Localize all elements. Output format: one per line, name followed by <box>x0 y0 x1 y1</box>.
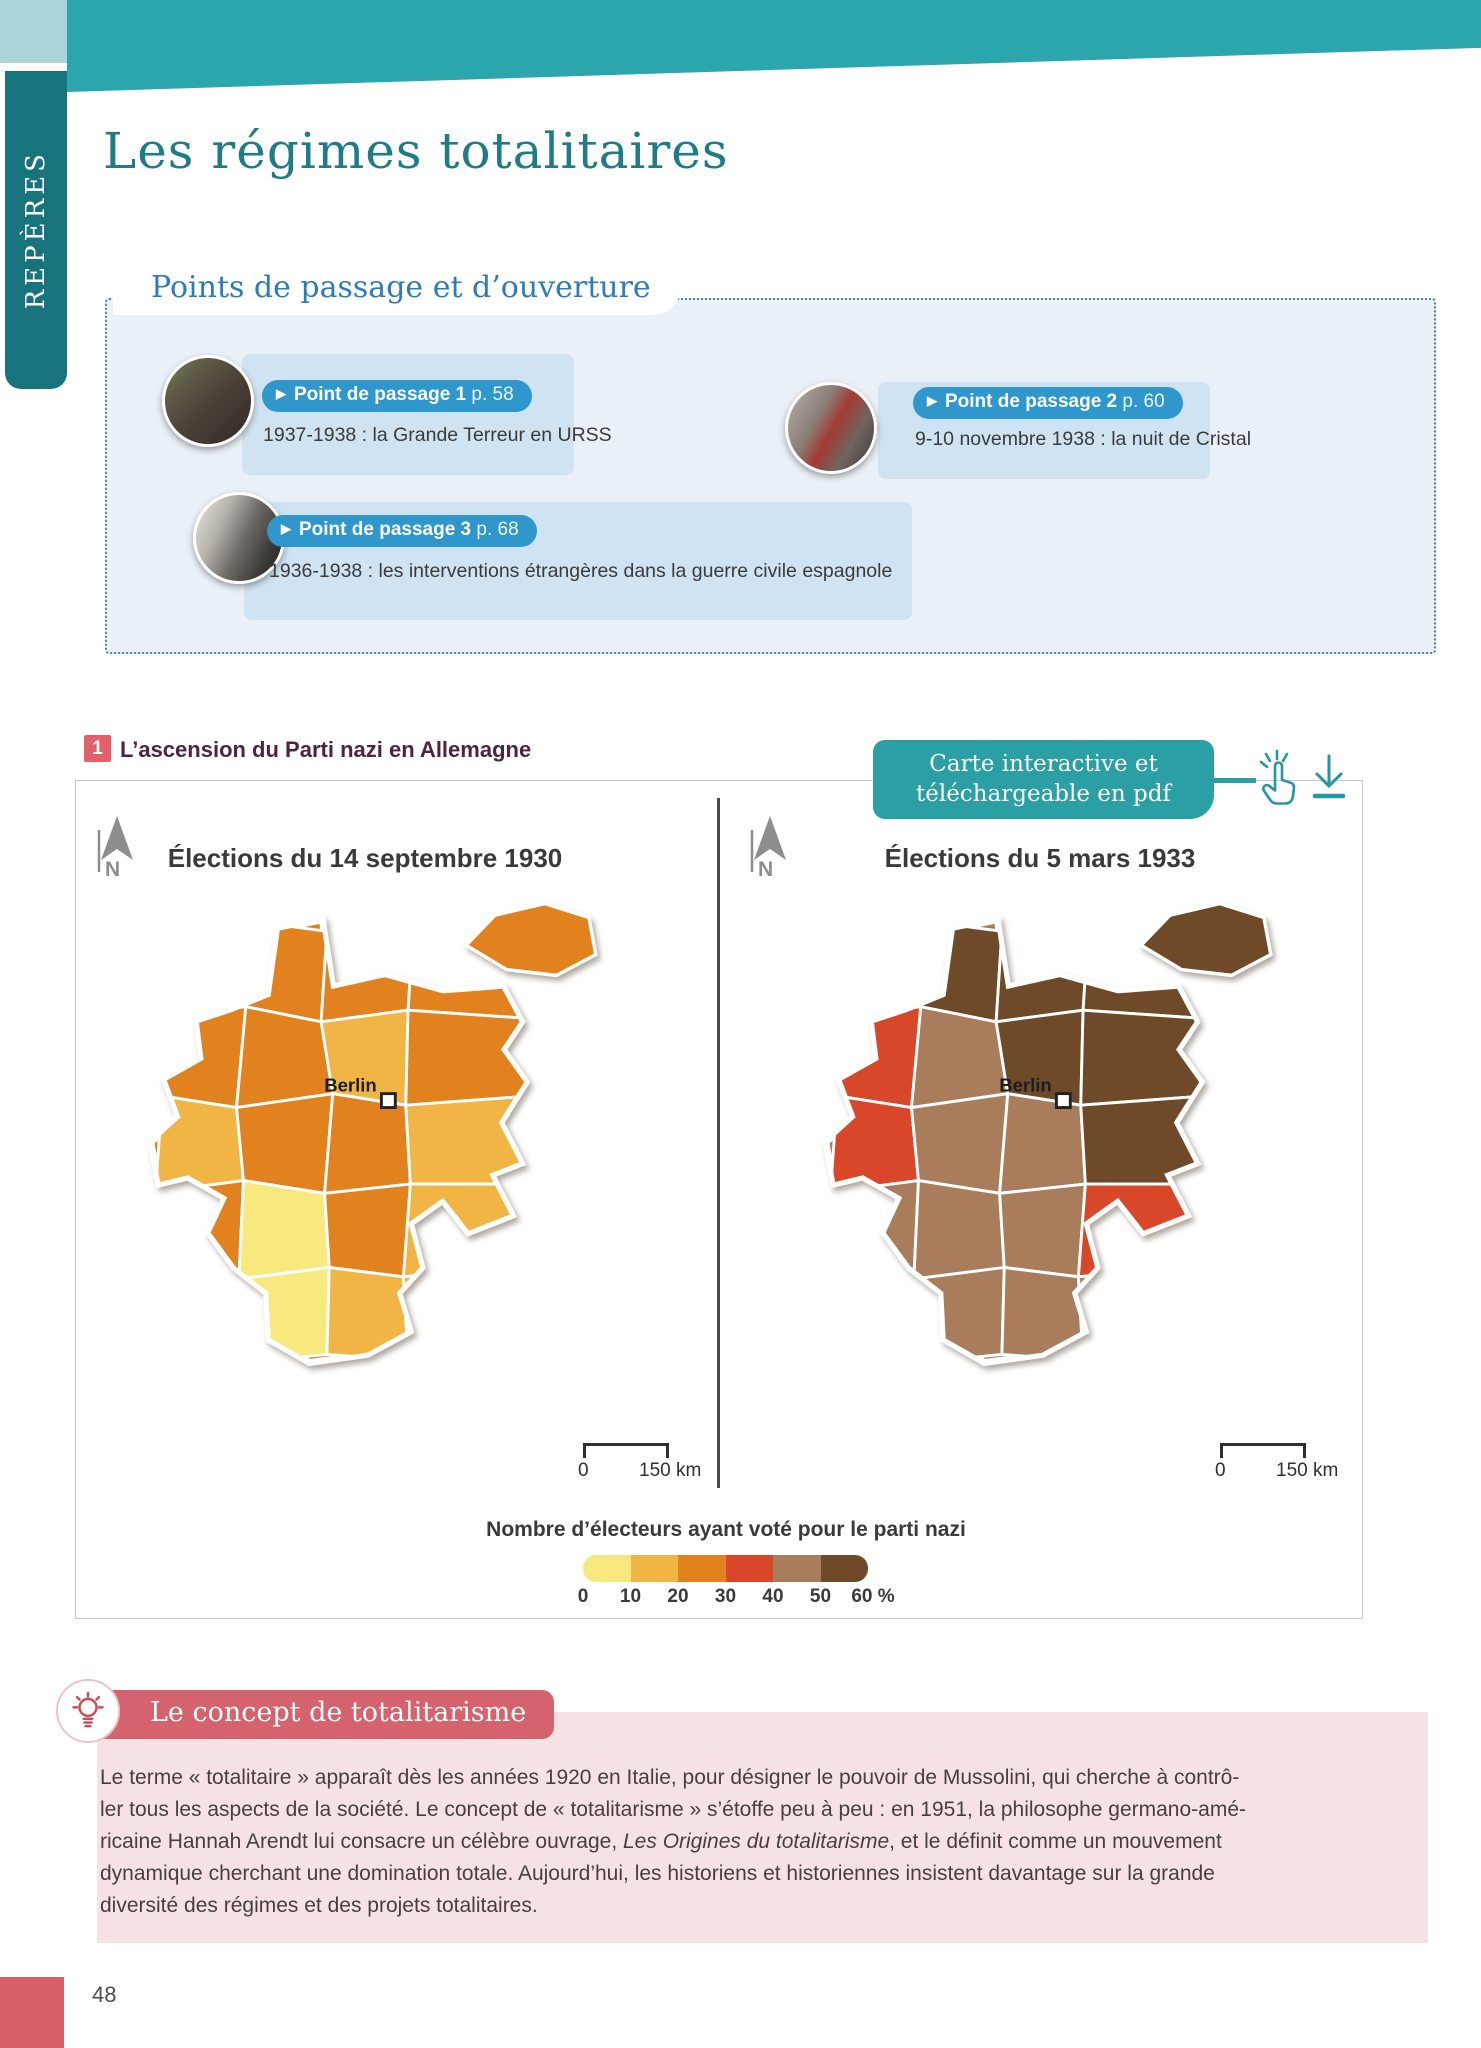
paragraph-line: Le terme « totalitaire » apparaît dès le… <box>100 1766 1240 1789</box>
legend-tick: 0 <box>577 1586 589 1607</box>
point-description: 1937-1938 : la Grande Terreur en URSS <box>263 424 612 446</box>
point-de-passage-2-button[interactable]: ▶ Point de passage 2 p. 60 <box>913 387 1183 419</box>
germany-map-1930[interactable]: Berlin <box>90 885 645 1395</box>
legend-swatch <box>678 1555 726 1582</box>
paragraph-line: ricaine Hannah Arendt lui consacre un cé… <box>100 1830 1222 1853</box>
points-de-passage-box: Points de passage et d’ouverture ▶ Point … <box>105 270 1436 654</box>
scale-bar: 0 150 km <box>578 1443 701 1483</box>
top-banner <box>67 0 1481 92</box>
germany-map-1933[interactable]: Berlin <box>765 885 1320 1395</box>
cta-connector-line <box>1212 778 1256 783</box>
points-box-heading: Points de passage et d’ouverture <box>113 270 681 315</box>
legend-title: Nombre d’électeurs ayant voté pour le pa… <box>486 1518 966 1541</box>
footer-decoration <box>0 1977 64 2048</box>
triangle-icon: ▶ <box>281 521 291 536</box>
legend-tick: 50 <box>809 1586 832 1607</box>
interactive-map-banner[interactable]: Carte interactive et téléchargeable en p… <box>873 740 1214 819</box>
concept-heading-pill: Le concept de totalitarisme <box>88 1690 555 1739</box>
triangle-icon: ▶ <box>927 393 937 408</box>
berlin-marker <box>1054 1092 1072 1109</box>
corner-decoration <box>0 0 67 63</box>
paragraph-line: ler tous les aspects de la société. Le c… <box>100 1798 1246 1821</box>
legend-swatch <box>820 1555 868 1582</box>
point-label: Point de passage 2 <box>945 391 1118 412</box>
legend-tick: 40 <box>762 1586 784 1607</box>
legend-tick: 30 <box>714 1586 737 1607</box>
point-de-passage-1-button[interactable]: ▶ Point de passage 1 p. 58 <box>262 380 532 412</box>
chapter-tab-reperes[interactable]: REPÈRES <box>5 71 67 389</box>
legend-ticks: 0 10 20 30 40 50 60 % <box>578 1586 895 1612</box>
page-number: 48 <box>92 1982 117 2007</box>
paragraph-line: diversité des régimes et des projets tot… <box>100 1894 538 1917</box>
cta-line1: Carte interactive et <box>929 750 1158 777</box>
legend-color-ramp <box>583 1555 868 1582</box>
point-de-passage-3-button[interactable]: ▶ Point de passage 3 p. 68 <box>267 515 537 547</box>
figure-title: L’ascension du Parti nazi en Allemagne <box>120 737 532 762</box>
point-description: 9-10 novembre 1938 : la nuit de Cristal <box>915 428 1252 450</box>
legend-tick: 10 <box>619 1586 642 1607</box>
lightbulb-icon <box>72 1691 104 1728</box>
scale-start: 0 <box>578 1460 589 1481</box>
legend-swatch <box>773 1555 821 1582</box>
chapter-tab-label: REPÈRES <box>21 150 51 310</box>
scale-start: 0 <box>1215 1460 1226 1481</box>
svg-text:N: N <box>105 858 120 880</box>
download-icon[interactable] <box>1305 752 1353 806</box>
point-label: Point de passage 3 <box>299 519 472 540</box>
paragraph-line: dynamique cherchant une domination total… <box>100 1862 1215 1885</box>
click-hand-icon[interactable] <box>1253 748 1303 810</box>
book-title-italic: Les Origines du totalitarisme <box>623 1830 890 1853</box>
photo-grande-terreur <box>162 355 254 447</box>
concept-paragraph: Le terme « totalitaire » apparaît dès le… <box>100 1762 1420 1922</box>
map-divider <box>717 798 720 1488</box>
page-title: Les régimes totalitaires <box>103 122 729 180</box>
cta-line2: téléchargeable en pdf <box>916 780 1171 807</box>
map-title-1933: Élections du 5 mars 1933 <box>884 843 1196 873</box>
legend-swatch <box>583 1555 631 1582</box>
point-label: Point de passage 1 <box>294 384 467 405</box>
map-title-1930: Élections du 14 septembre 1930 <box>167 843 563 873</box>
point-description: 1936-1938 : les interventions étrangères… <box>269 560 893 582</box>
scale-end: 150 km <box>639 1460 702 1481</box>
photo-nuit-de-cristal <box>785 382 877 474</box>
north-arrow-icon: N <box>750 816 786 880</box>
scale-end: 150 km <box>1276 1460 1339 1481</box>
point-page-ref: p. 58 <box>471 384 514 405</box>
scale-bar: 0 150 km <box>1215 1443 1338 1483</box>
concept-box <box>97 1712 1428 1943</box>
legend-swatch <box>630 1555 678 1582</box>
svg-text:N: N <box>758 858 773 880</box>
lightbulb-badge <box>56 1679 120 1743</box>
legend-tick: 60 % <box>851 1586 895 1607</box>
north-arrow-icon: N <box>97 816 133 880</box>
point-row-bg <box>242 354 574 475</box>
legend-swatch <box>725 1555 773 1582</box>
point-page-ref: p. 60 <box>1122 391 1165 412</box>
triangle-icon: ▶ <box>276 386 286 401</box>
legend-tick: 20 <box>667 1586 689 1607</box>
berlin-marker <box>379 1092 397 1109</box>
figure-number-badge: 1 <box>84 735 111 762</box>
berlin-label: Berlin <box>324 1074 377 1095</box>
concept-heading: Le concept de totalitarisme <box>150 1697 527 1728</box>
point-page-ref: p. 68 <box>476 519 519 540</box>
berlin-label: Berlin <box>999 1074 1052 1095</box>
